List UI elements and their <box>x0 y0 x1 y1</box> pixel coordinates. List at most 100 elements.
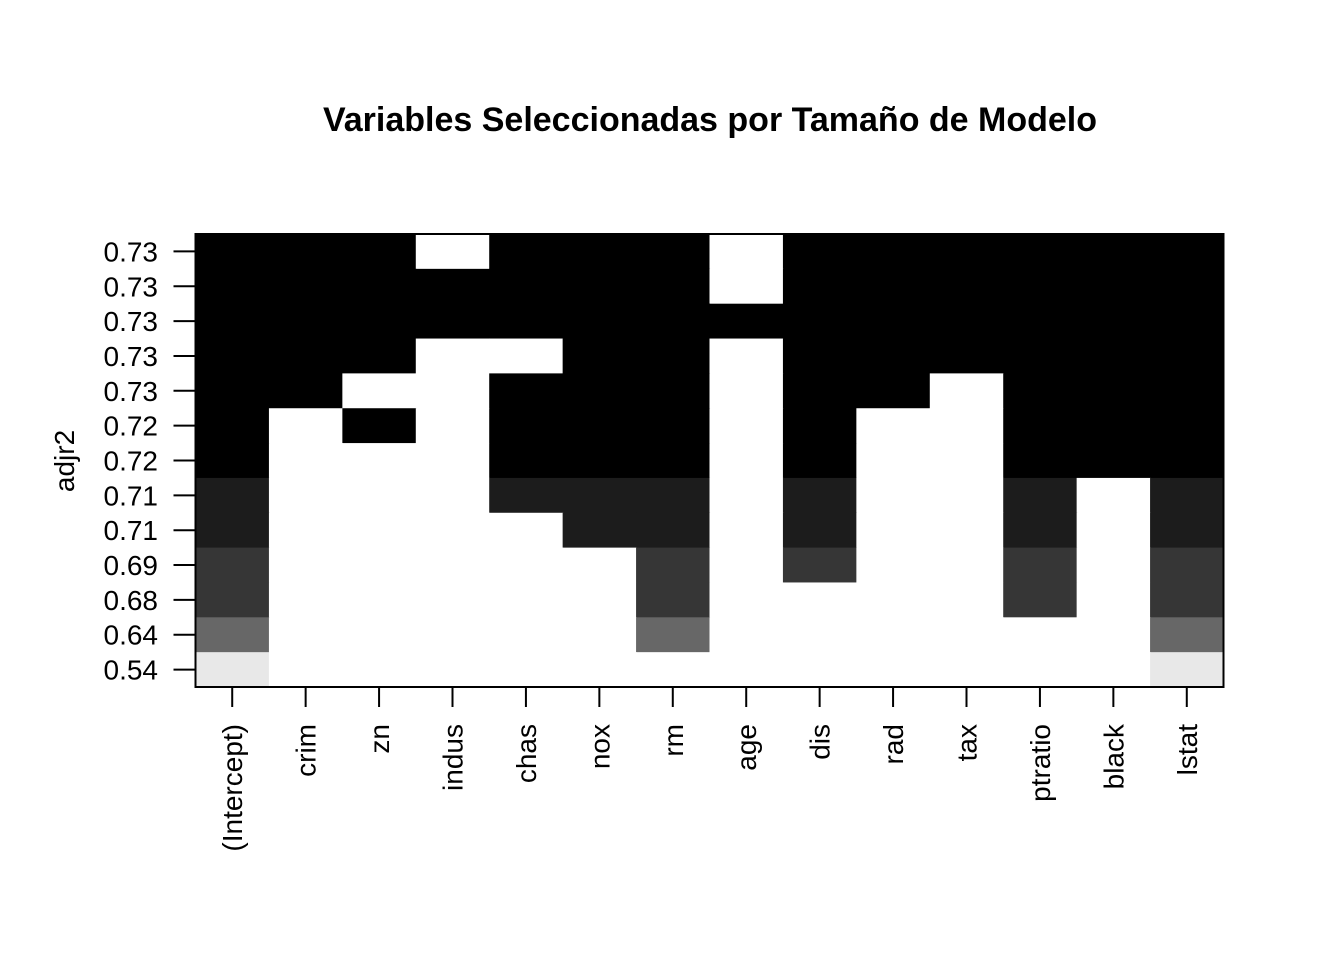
heatmap-cell-0-7 <box>709 234 784 270</box>
heatmap-cell-5-13 <box>1150 408 1225 444</box>
heatmap-cell-7-6 <box>636 477 711 514</box>
heatmap-cell-4-12 <box>1076 373 1151 409</box>
heatmap-cell-1-4 <box>489 268 564 305</box>
heatmap-cell-5-10 <box>929 408 1004 444</box>
heatmap-cell-2-6 <box>636 303 711 340</box>
heatmap-cell-2-12 <box>1076 303 1151 340</box>
heatmap-cell-0-13 <box>1150 234 1225 270</box>
heatmap-cell-5-3 <box>415 408 490 444</box>
heatmap-cell-1-10 <box>929 268 1004 305</box>
y-tick-label-8: 0.71 <box>104 515 159 546</box>
heatmap-cell-4-4 <box>489 373 564 409</box>
heatmap-cell-7-7 <box>709 477 784 514</box>
heatmap-cell-6-3 <box>415 443 490 479</box>
heatmap-cell-6-13 <box>1150 443 1225 479</box>
heatmap-cell-8-13 <box>1150 512 1225 549</box>
heatmap-cell-9-3 <box>415 547 490 584</box>
heatmap-cell-10-7 <box>709 582 784 618</box>
heatmap-cell-1-8 <box>782 268 857 305</box>
heatmap-cell-11-9 <box>856 617 931 653</box>
heatmap-cell-3-10 <box>929 338 1004 374</box>
y-tick-label-9: 0.69 <box>104 550 159 581</box>
heatmap-cell-7-12 <box>1076 477 1151 514</box>
heatmap-cell-1-7 <box>709 268 784 305</box>
heatmap-cell-2-2 <box>342 303 417 340</box>
heatmap-cell-10-1 <box>268 582 343 618</box>
heatmap-cell-5-11 <box>1003 408 1078 444</box>
heatmap-cell-8-6 <box>636 512 711 549</box>
heatmap-cell-8-3 <box>415 512 490 549</box>
heatmap-cell-6-9 <box>856 443 931 479</box>
heatmap-cell-2-11 <box>1003 303 1078 340</box>
heatmap-cell-1-1 <box>268 268 343 305</box>
heatmap-cell-5-8 <box>782 408 857 444</box>
heatmap-cell-9-12 <box>1076 547 1151 584</box>
heatmap-cell-2-1 <box>268 303 343 340</box>
x-tick-label-7: age <box>731 724 762 771</box>
heatmap-cell-5-4 <box>489 408 564 444</box>
y-tick-label-12: 0.54 <box>104 655 159 686</box>
heatmap-cell-5-0 <box>195 408 270 444</box>
heatmap-cell-2-8 <box>782 303 857 340</box>
heatmap-cell-8-12 <box>1076 512 1151 549</box>
y-tick-label-11: 0.64 <box>104 620 159 651</box>
heatmap-cell-2-7 <box>709 303 784 340</box>
heatmap-cell-3-13 <box>1150 338 1225 374</box>
heatmap-cell-5-9 <box>856 408 931 444</box>
y-tick-label-3: 0.73 <box>104 341 159 372</box>
heatmap-cell-9-6 <box>636 547 711 584</box>
heatmap-cell-3-11 <box>1003 338 1078 374</box>
heatmap-cell-6-11 <box>1003 443 1078 479</box>
heatmap-cell-2-4 <box>489 303 564 340</box>
heatmap-cell-0-11 <box>1003 234 1078 270</box>
heatmap-cell-7-1 <box>268 477 343 514</box>
heatmap-cell-12-8 <box>782 652 857 688</box>
y-tick-label-1: 0.73 <box>104 271 159 302</box>
heatmap-cell-12-5 <box>562 652 637 688</box>
heatmap-cell-1-13 <box>1150 268 1225 305</box>
x-tick-label-5: nox <box>584 724 615 769</box>
heatmap-cell-5-2 <box>342 408 417 444</box>
heatmap-cell-9-5 <box>562 547 637 584</box>
heatmap-cell-1-2 <box>342 268 417 305</box>
heatmap-cell-7-9 <box>856 477 931 514</box>
heatmap-cell-9-8 <box>782 547 857 584</box>
y-tick-label-4: 0.73 <box>104 376 159 407</box>
heatmap-cell-5-12 <box>1076 408 1151 444</box>
heatmap-cell-8-0 <box>195 512 270 549</box>
heatmap-cell-9-13 <box>1150 547 1225 584</box>
heatmap-cell-8-9 <box>856 512 931 549</box>
heatmap-cell-2-5 <box>562 303 637 340</box>
heatmap-cell-8-1 <box>268 512 343 549</box>
heatmap-cell-8-7 <box>709 512 784 549</box>
heatmap-cell-0-12 <box>1076 234 1151 270</box>
heatmap-cell-3-12 <box>1076 338 1151 374</box>
heatmap-cell-3-5 <box>562 338 637 374</box>
heatmap-cell-11-7 <box>709 617 784 653</box>
heatmap-cell-12-12 <box>1076 652 1151 688</box>
heatmap-cell-5-6 <box>636 408 711 444</box>
x-tick-label-11: ptratio <box>1025 724 1056 802</box>
x-tick-label-0: (Intercept) <box>217 724 248 852</box>
heatmap-cell-12-4 <box>489 652 564 688</box>
heatmap-cell-12-11 <box>1003 652 1078 688</box>
heatmap-cell-9-2 <box>342 547 417 584</box>
x-axis: (Intercept) crim zn indus chas nox rm age dis rad… <box>217 687 1203 852</box>
heatmap-cell-9-11 <box>1003 547 1078 584</box>
heatmap-cell-12-9 <box>856 652 931 688</box>
heatmap-cell-3-4 <box>489 338 564 374</box>
heatmap-cell-7-10 <box>929 477 1004 514</box>
heatmap-cell-6-2 <box>342 443 417 479</box>
heatmap-cell-0-3 <box>415 234 490 270</box>
heatmap-cell-10-12 <box>1076 582 1151 618</box>
y-tick-label-10: 0.68 <box>104 585 159 616</box>
heatmap-cell-7-11 <box>1003 477 1078 514</box>
heatmap-cell-10-13 <box>1150 582 1225 618</box>
heatmap-cell-2-3 <box>415 303 490 340</box>
heatmap-cell-4-3 <box>415 373 490 409</box>
heatmap-cell-3-8 <box>782 338 857 374</box>
heatmap-cell-9-7 <box>709 547 784 584</box>
heatmap-cell-1-3 <box>415 268 490 305</box>
heatmap-cell-11-4 <box>489 617 564 653</box>
heatmap-cell-5-5 <box>562 408 637 444</box>
